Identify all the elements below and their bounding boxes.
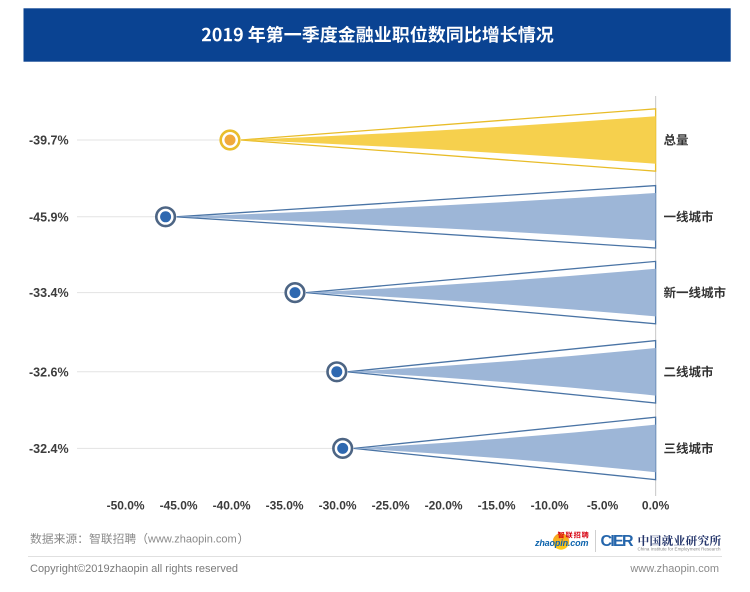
svg-text:CIER: CIER [601,533,634,550]
svg-text:-45.0%: -45.0% [160,499,198,513]
svg-text:-45.9%: -45.9% [29,210,69,224]
svg-text:-39.7%: -39.7% [29,134,69,148]
svg-text:-50.0%: -50.0% [107,499,145,513]
svg-text:-40.0%: -40.0% [213,499,251,513]
svg-text:zhaopin.com: zhaopin.com [534,538,589,548]
svg-text:-25.0%: -25.0% [372,499,410,513]
svg-text:-5.0%: -5.0% [587,499,619,513]
svg-text:Copyright©2019zhaopin all righ: Copyright©2019zhaopin all rights reserve… [30,563,238,575]
svg-text:-33.4%: -33.4% [29,286,69,300]
svg-text:-35.0%: -35.0% [266,499,304,513]
svg-text:0.0%: 0.0% [642,499,670,513]
svg-text:-32.6%: -32.6% [29,365,69,379]
svg-text:-32.4%: -32.4% [29,442,69,456]
svg-text:-30.0%: -30.0% [319,499,357,513]
svg-text:-10.0%: -10.0% [531,499,569,513]
svg-text:-20.0%: -20.0% [425,499,463,513]
svg-text:www.zhaopin.com: www.zhaopin.com [147,534,237,546]
svg-text:www.zhaopin.com: www.zhaopin.com [629,563,719,575]
svg-text:China Institute for Employment: China Institute for Employment Research [638,547,721,552]
svg-text:-15.0%: -15.0% [478,499,516,513]
